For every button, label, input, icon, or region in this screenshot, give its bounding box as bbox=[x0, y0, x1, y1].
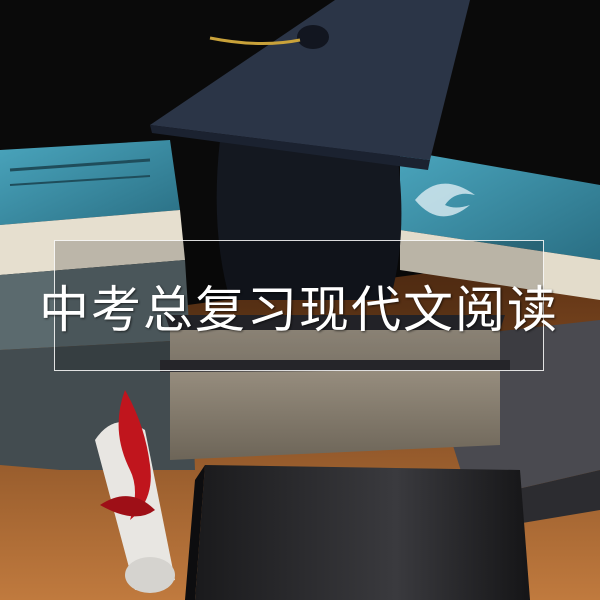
diploma-scroll-icon bbox=[95, 390, 175, 593]
black-book-front bbox=[185, 465, 530, 600]
title-banner: 中考总复习现代文阅读 bbox=[39, 240, 557, 371]
center-book-stack bbox=[160, 315, 510, 460]
page-title: 中考总复习现代文阅读 bbox=[39, 280, 559, 339]
graduation-cap-icon bbox=[150, 0, 470, 300]
